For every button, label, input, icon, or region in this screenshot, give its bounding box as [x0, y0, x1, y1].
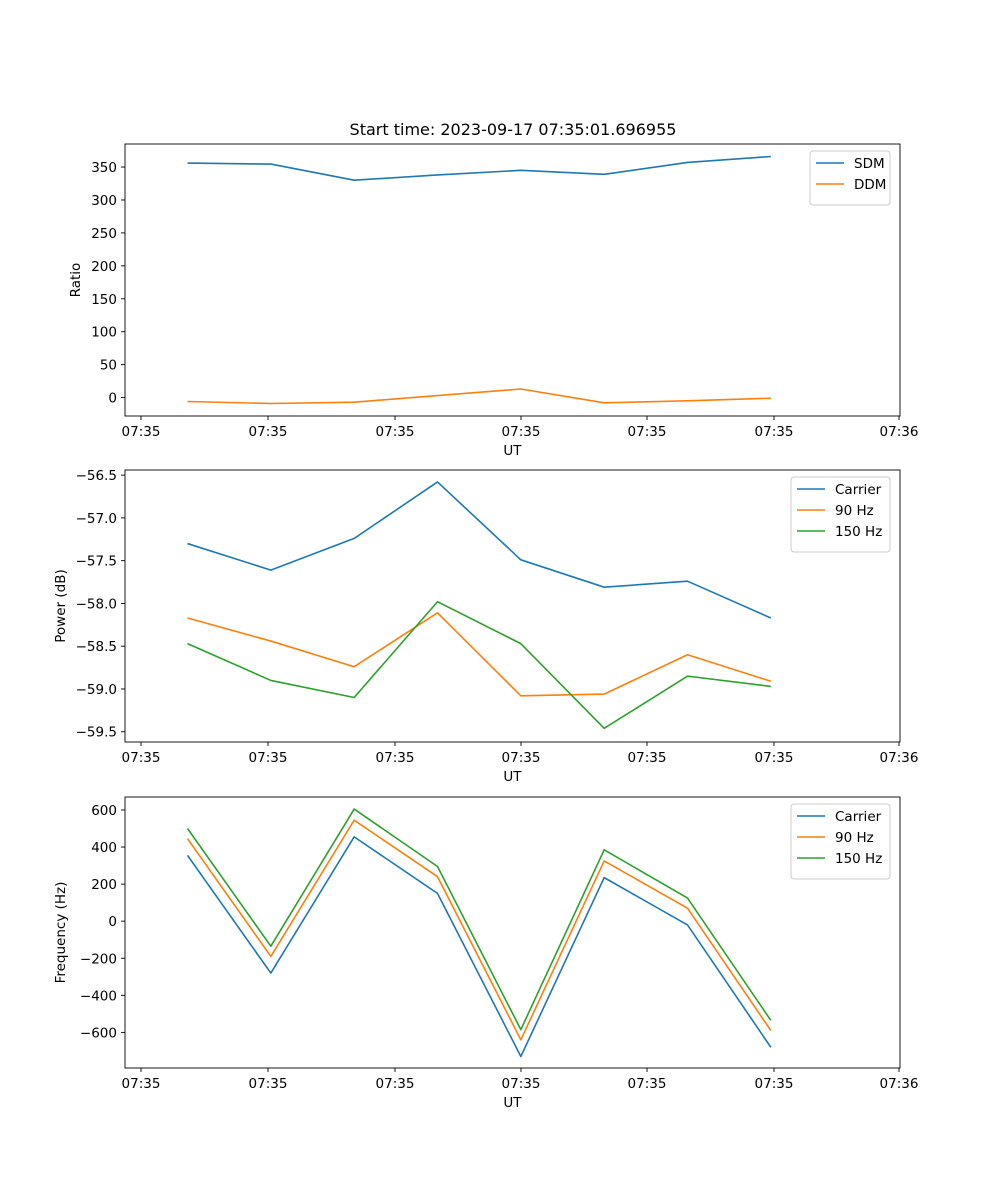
legend-label: 150 Hz — [835, 851, 882, 867]
x-tick-label: 07:35 — [502, 750, 541, 766]
series-line-150-hz — [186, 808, 772, 1031]
y-tick-label: 600 — [91, 803, 117, 819]
y-tick-label: −58.5 — [76, 639, 117, 655]
y-axis-label: Ratio — [68, 263, 84, 298]
x-tick-label: 07:35 — [122, 1076, 161, 1092]
x-tick-label: 07:35 — [755, 1076, 794, 1092]
x-tick-label: 07:35 — [755, 750, 794, 766]
y-tick-label: −57.0 — [76, 511, 117, 527]
legend-label: DDM — [854, 177, 886, 193]
legend-label: 90 Hz — [835, 830, 874, 846]
x-axis-label: UT — [503, 1095, 522, 1111]
legend-label: Carrier — [835, 482, 882, 498]
plots: 07:35 07:35 07:35 07:35 07:35 07:35 07:36 0 50 10… — [53, 143, 919, 1111]
series-line-150-hz — [187, 600, 771, 730]
y-tick-label: 350 — [91, 160, 117, 176]
x-tick-label: 07:35 — [249, 750, 288, 766]
series-line-90-hz — [186, 819, 772, 1041]
y-tick-label: −400 — [80, 988, 117, 1004]
x-tick-label: 07:35 — [122, 750, 161, 766]
legend: SDM DDM — [809, 150, 891, 206]
axes-frame — [124, 143, 901, 417]
legend-box — [790, 476, 891, 553]
y-tick-label: 50 — [100, 358, 117, 374]
y-tick-label: −200 — [80, 951, 117, 967]
plot-1: 07:35 07:35 07:35 07:35 07:35 07:35 07:36 0 50 10… — [68, 143, 919, 459]
series-line-sdm — [187, 155, 771, 182]
y-tick-label: −59.0 — [76, 682, 117, 698]
y-axis-label: Frequency (Hz) — [53, 882, 69, 984]
legend-label: 90 Hz — [835, 503, 874, 519]
y-axis-label: Power (dB) — [53, 569, 69, 642]
x-tick-label: 07:35 — [376, 750, 415, 766]
y-tick-label: 400 — [91, 840, 117, 856]
x-tick-label: 07:35 — [502, 424, 541, 440]
legend-label: 150 Hz — [835, 524, 882, 540]
axes-frame — [124, 796, 901, 1069]
legend-label: SDM — [854, 156, 885, 172]
x-axis-label: UT — [503, 769, 522, 785]
x-tick-label: 07:35 — [122, 424, 161, 440]
series-line-90-hz — [187, 612, 772, 697]
x-tick-label: 07:36 — [880, 750, 919, 766]
plot-3: 07:35 07:35 07:35 07:35 07:35 07:35 07:36 −600 −… — [53, 796, 919, 1111]
y-tick-label: 0 — [108, 914, 117, 930]
y-tick-label: 0 — [108, 391, 117, 407]
x-tick-label: 07:35 — [376, 424, 415, 440]
figure-title: Start time: 2023-09-17 07:35:01.696955 — [350, 120, 677, 139]
y-tick-label: 200 — [91, 259, 117, 275]
legend-box — [790, 803, 891, 880]
y-tick-label: −58.0 — [76, 596, 117, 612]
x-tick-label: 07:35 — [502, 1076, 541, 1092]
y-tick-label: 300 — [91, 193, 117, 209]
legend-box — [809, 150, 891, 206]
legend: Carrier 90 Hz 150 Hz — [790, 803, 891, 880]
x-tick-label: 07:35 — [628, 750, 667, 766]
y-tick-label: −59.5 — [76, 725, 117, 741]
legend-label: Carrier — [835, 809, 882, 825]
y-tick-label: −57.5 — [76, 554, 117, 570]
y-tick-label: 200 — [91, 877, 117, 893]
x-tick-label: 07:35 — [628, 424, 667, 440]
legend: Carrier 90 Hz 150 Hz — [790, 476, 891, 553]
y-tick-label: −56.5 — [76, 468, 117, 484]
y-tick-label: 100 — [91, 325, 117, 341]
series-line-carrier — [187, 481, 772, 619]
x-tick-label: 07:35 — [755, 424, 794, 440]
series-line-carrier — [186, 836, 772, 1058]
series-line-ddm — [187, 388, 771, 405]
axes-frame — [124, 469, 901, 743]
plot-2: 07:35 07:35 07:35 07:35 07:35 07:35 07:36 −59.5… — [53, 468, 918, 785]
y-tick-label: 250 — [91, 226, 117, 242]
x-tick-label: 07:35 — [376, 1076, 415, 1092]
x-tick-label: 07:36 — [880, 424, 919, 440]
x-tick-label: 07:36 — [880, 1076, 919, 1092]
x-tick-label: 07:35 — [249, 424, 288, 440]
y-tick-label: 150 — [91, 292, 117, 308]
x-tick-label: 07:35 — [628, 1076, 667, 1092]
y-tick-label: −600 — [80, 1025, 117, 1041]
x-axis-label: UT — [503, 443, 522, 459]
x-tick-label: 07:35 — [249, 1076, 288, 1092]
